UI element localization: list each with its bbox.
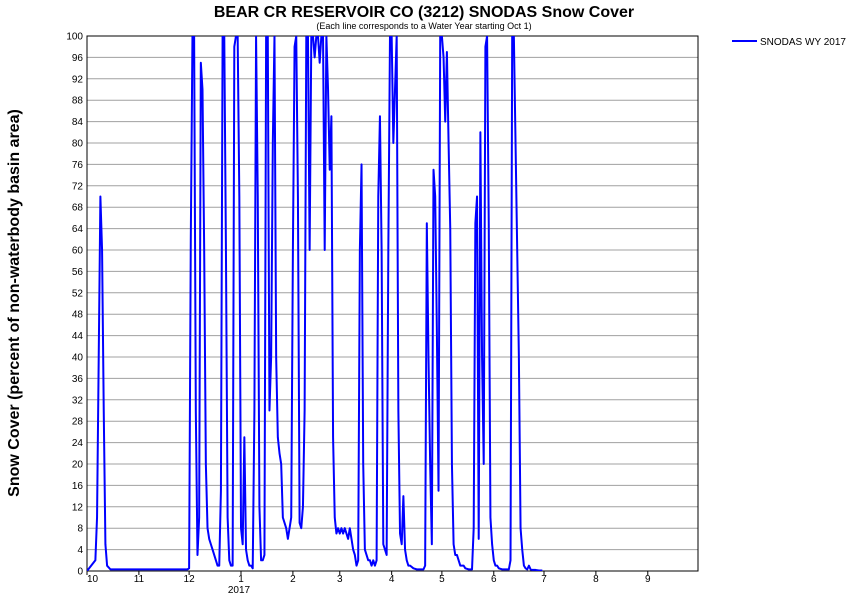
series-layer	[87, 36, 543, 571]
y-tick-label: 60	[72, 246, 84, 257]
y-tick-label: 96	[72, 53, 84, 64]
y-tick-label: 64	[72, 224, 84, 235]
y-tick-label: 40	[72, 353, 84, 364]
chart-title: BEAR CR RESERVOIR CO (3212) SNODAS Snow …	[214, 4, 634, 21]
y-tick-label: 48	[72, 310, 84, 321]
x-year-label: 2017	[228, 585, 251, 596]
x-tick-labels: 10 11 12 1 2 3 4 5 6 7 8 9	[86, 571, 651, 585]
y-tick-labels: 0481216202428323640444852566064687276808…	[66, 32, 83, 578]
y-tick-label: 44	[72, 331, 84, 342]
series-line-0	[87, 36, 543, 571]
x-tick-label: 8	[593, 574, 599, 585]
x-tick-label: 9	[645, 574, 651, 585]
y-tick-label: 88	[72, 96, 84, 107]
chart-subtitle: (Each line corresponds to a Water Year s…	[316, 21, 531, 31]
x-tick-label: 12	[184, 574, 196, 585]
y-tick-label: 68	[72, 203, 84, 214]
y-tick-label: 36	[72, 374, 84, 385]
legend-label: SNODAS WY 2017	[760, 37, 846, 48]
y-tick-label: 12	[72, 502, 84, 513]
x-tick-label: 4	[389, 574, 395, 585]
y-tick-label: 56	[72, 267, 84, 278]
y-tick-label: 8	[77, 524, 83, 535]
x-tick-label: 3	[337, 574, 343, 585]
y-tick-label: 4	[77, 545, 83, 556]
x-tick-label: 7	[541, 574, 547, 585]
x-tick-label: 1	[238, 574, 244, 585]
y-tick-label: 28	[72, 417, 84, 428]
y-tick-label: 52	[72, 288, 84, 299]
y-tick-label: 32	[72, 395, 84, 406]
y-tick-label: 72	[72, 181, 84, 192]
y-tick-label: 24	[72, 438, 84, 449]
legend: SNODAS WY 2017	[732, 37, 846, 48]
x-tick-label: 10	[87, 574, 99, 585]
y-axis-title: Snow Cover (percent of non-waterbody bas…	[6, 109, 23, 497]
y-tick-label: 0	[77, 567, 83, 578]
x-tick-label: 11	[134, 574, 145, 585]
y-tick-label: 76	[72, 160, 84, 171]
y-tick-label: 20	[72, 460, 84, 471]
y-tick-label: 84	[72, 117, 84, 128]
x-tick-label: 5	[439, 574, 445, 585]
y-tick-label: 80	[72, 139, 84, 150]
x-tick-label: 6	[491, 574, 497, 585]
x-tick-label: 2	[290, 574, 296, 585]
y-tick-label: 100	[66, 32, 83, 43]
y-tick-label: 92	[72, 74, 84, 85]
y-tick-label: 16	[72, 481, 84, 492]
